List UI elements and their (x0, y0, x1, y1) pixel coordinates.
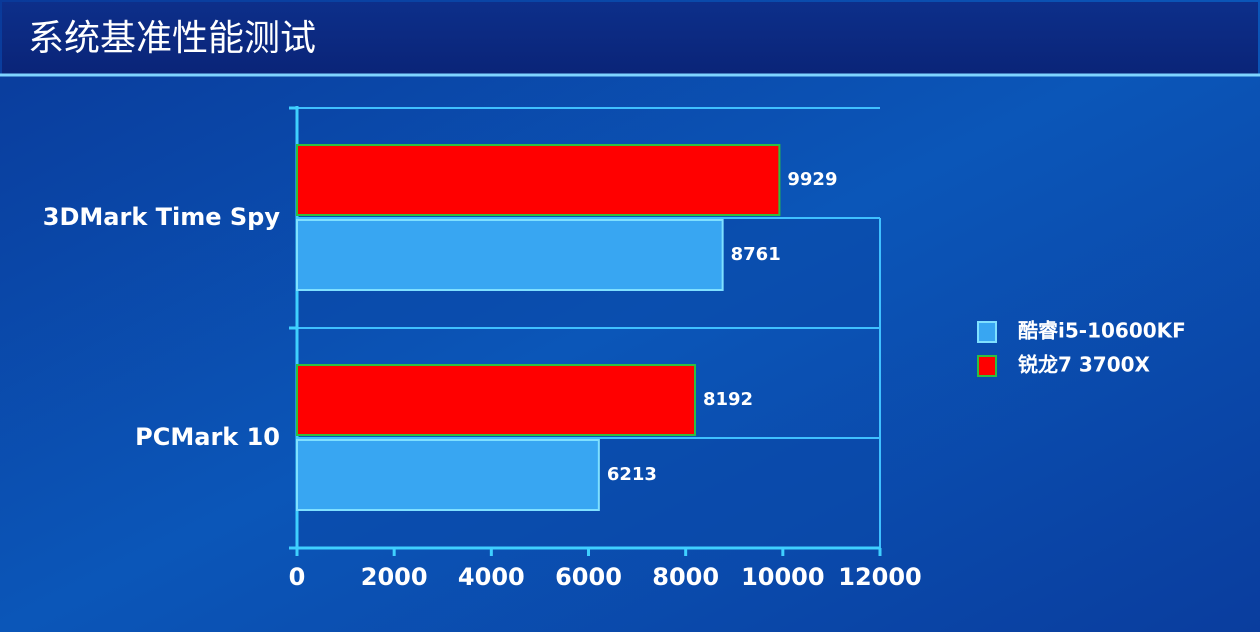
x-tick-label: 2000 (361, 563, 428, 591)
legend-label: 锐龙7 3700X (1018, 353, 1151, 377)
bar (296, 219, 724, 291)
value-label: 6213 (607, 464, 657, 485)
x-tick-label: 0 (289, 563, 306, 591)
x-tick-label: 4000 (458, 563, 525, 591)
value-label: 8192 (703, 389, 753, 410)
x-tick-label: 8000 (652, 563, 719, 591)
value-label: 8761 (731, 244, 781, 265)
x-tick-label: 6000 (555, 563, 622, 591)
bar (296, 144, 781, 216)
x-tick-label: 12000 (838, 563, 922, 591)
title-bar (2, 2, 1258, 74)
legend-swatch (977, 321, 997, 343)
value-label: 9929 (787, 169, 837, 190)
category-label: PCMark 10 (135, 423, 280, 451)
legend-label: 酷睿i5-10600KF (1018, 319, 1186, 343)
chart-title: 系统基准性能测试 (28, 18, 316, 59)
category-label: 3DMark Time Spy (43, 203, 281, 231)
bar (296, 364, 696, 436)
x-tick-label: 10000 (741, 563, 825, 591)
legend-swatch (977, 355, 997, 377)
bar (296, 439, 600, 511)
